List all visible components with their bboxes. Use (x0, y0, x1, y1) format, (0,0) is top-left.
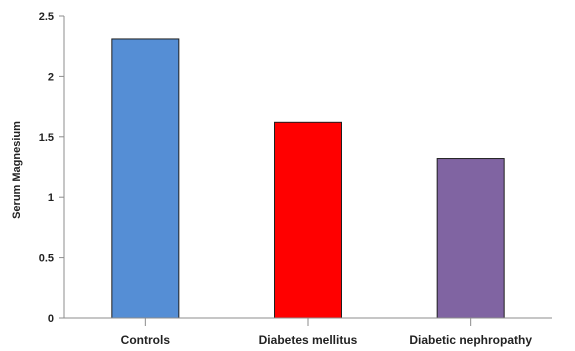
y-tick-label: 0.5 (39, 253, 54, 265)
x-category-label: Diabetic nephropathy (409, 333, 532, 347)
bar-diabetic-nephropathy (436, 158, 505, 319)
bars-group (111, 38, 505, 319)
y-axis-title: Serum Magnesium (11, 121, 23, 219)
y-axis-ticks: 0 0.5 1 1.5 2 2.5 (39, 11, 64, 325)
x-category-label: Controls (121, 333, 171, 347)
y-tick-label: 1 (48, 192, 54, 204)
y-tick-label: 2 (48, 71, 54, 83)
x-axis-labels: Controls Diabetes mellitus Diabetic nephro… (121, 318, 532, 347)
bar-diabetes-mellitus (274, 121, 342, 319)
y-tick-label: 0 (48, 313, 54, 325)
bar-controls (111, 38, 180, 319)
y-tick-label: 1.5 (39, 132, 54, 144)
x-category-label: Diabetes mellitus (259, 333, 358, 347)
y-tick-label: 2.5 (39, 11, 54, 23)
y-axis-title-group: Serum Magnesium (11, 121, 23, 219)
